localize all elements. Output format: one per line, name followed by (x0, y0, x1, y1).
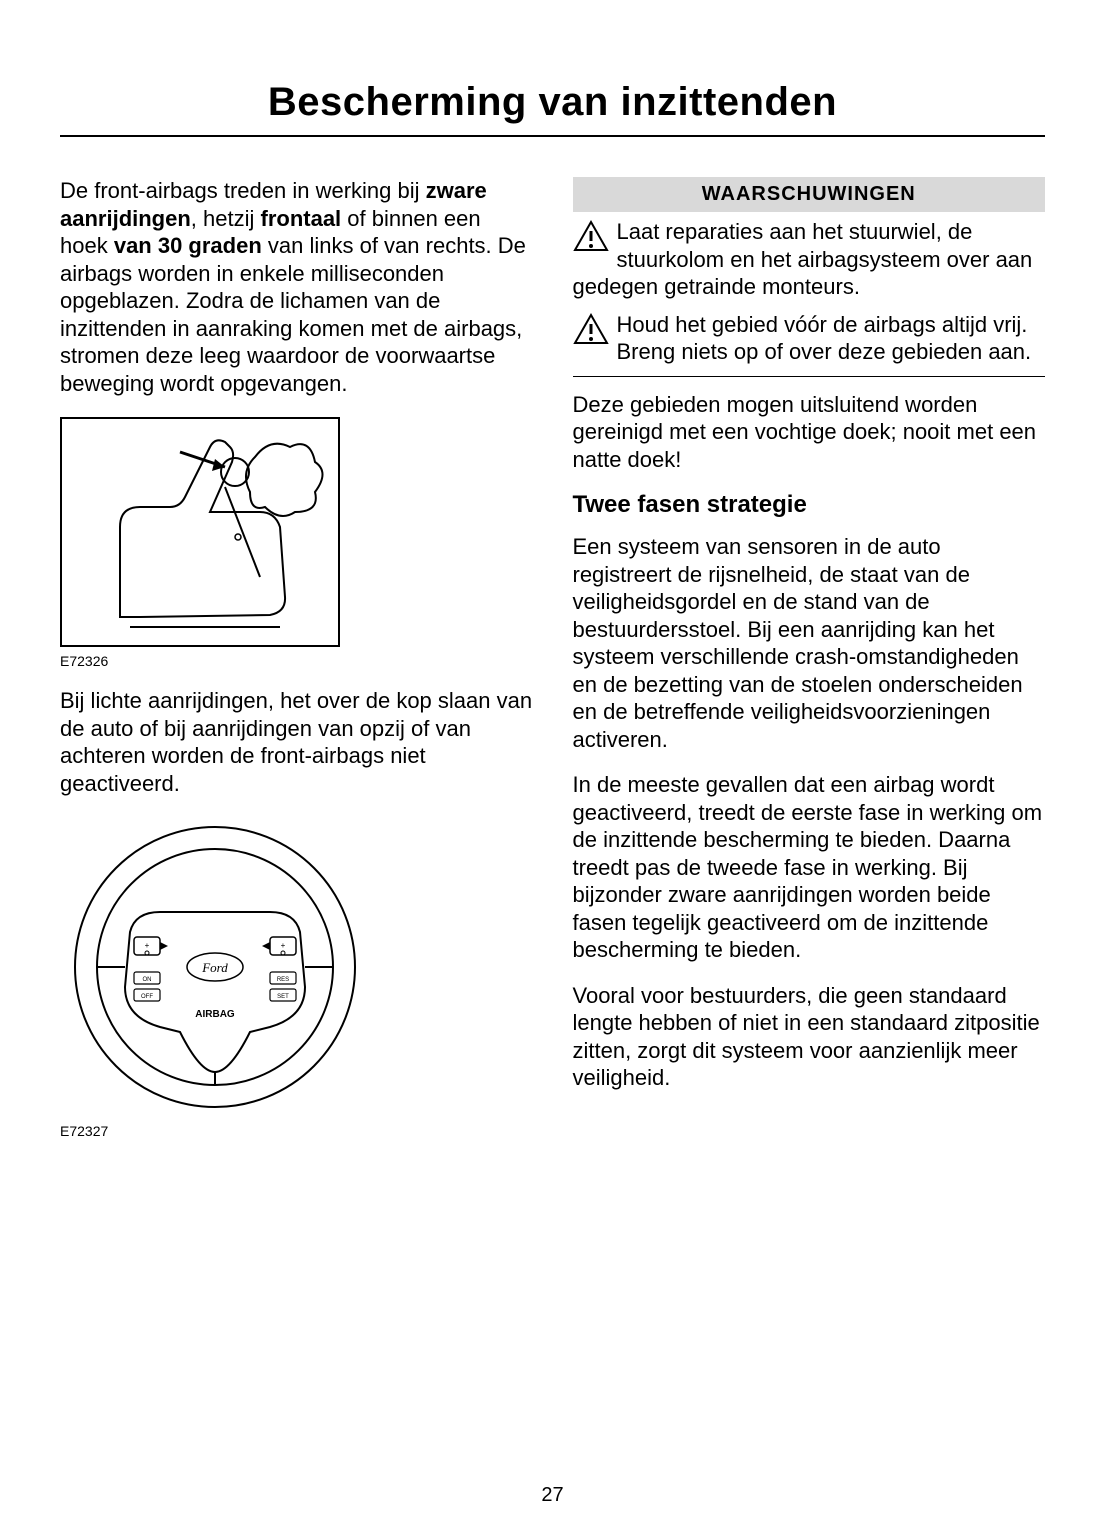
airbag-label: AIRBAG (195, 1009, 235, 1020)
figure-steering-wheel: Ford AIRBAG + ON OFF + RES (60, 817, 533, 1117)
warning-triangle-icon (573, 220, 609, 252)
warning-1: Laat reparaties aan het stuurwiel, de st… (573, 218, 1046, 301)
svg-text:OFF: OFF (141, 994, 153, 1000)
figure-1-caption: E72326 (60, 653, 533, 669)
text-bold: frontaal (261, 206, 342, 231)
warnings-header: WAARSCHUWINGEN (573, 177, 1046, 212)
right-paragraph-1: Deze gebieden mogen uitsluitend worden g… (573, 391, 1046, 474)
title-rule (60, 135, 1045, 137)
right-paragraph-2: Een systeem van sensoren in de auto regi… (573, 533, 1046, 753)
text-bold: van 30 graden (114, 233, 262, 258)
text-run: , hetzij (191, 206, 261, 231)
right-paragraph-4: Vooral voor bestuurders, die geen standa… (573, 982, 1046, 1092)
page-number: 27 (0, 1484, 1105, 1507)
text-run: De front-airbags treden in werking bij (60, 178, 426, 203)
figure-2-caption: E72327 (60, 1123, 533, 1139)
right-paragraph-3: In de meeste gevallen dat een airbag wor… (573, 771, 1046, 964)
subheading-twee-fasen: Twee fasen strategie (573, 491, 1046, 519)
seat-airbag-illustration (60, 417, 340, 647)
left-paragraph-1: De front-airbags treden in werking bij z… (60, 177, 533, 397)
page-title: Bescherming van inzittenden (60, 80, 1045, 125)
svg-text:ON: ON (143, 977, 152, 983)
warnings-separator (573, 376, 1046, 377)
svg-text:Ford: Ford (201, 960, 228, 975)
content-columns: De front-airbags treden in werking bij z… (60, 177, 1045, 1157)
warning-1-text: Laat reparaties aan het stuurwiel, de st… (573, 219, 1033, 299)
svg-text:+: + (281, 941, 286, 950)
figure-seat-airbag (60, 417, 533, 647)
warning-2: Houd het gebied vóór de airbags altijd v… (573, 311, 1046, 366)
warning-2-text: Houd het gebied vóór de airbags altijd v… (617, 312, 1032, 365)
left-column: De front-airbags treden in werking bij z… (60, 177, 533, 1157)
warning-triangle-icon (573, 313, 609, 345)
left-paragraph-2: Bij lichte aanrijdingen, het over de kop… (60, 687, 533, 797)
svg-text:RES: RES (277, 977, 289, 983)
svg-text:+: + (145, 941, 150, 950)
svg-text:SET: SET (277, 994, 289, 1000)
right-column: WAARSCHUWINGEN Laat reparaties aan het s… (573, 177, 1046, 1157)
steering-wheel-illustration: Ford AIRBAG + ON OFF + RES (60, 817, 370, 1117)
